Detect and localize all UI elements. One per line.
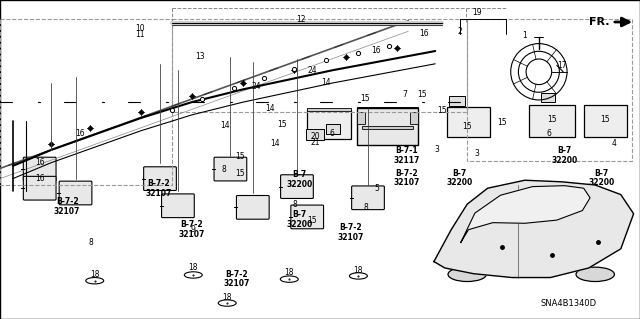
Text: 16: 16	[371, 46, 381, 55]
Text: B-7-2
32107: B-7-2 32107	[394, 169, 420, 187]
Text: 1: 1	[522, 31, 527, 40]
Bar	[357, 107, 418, 108]
Polygon shape	[434, 180, 634, 278]
Text: 16: 16	[35, 174, 45, 183]
Text: 12: 12	[296, 15, 305, 24]
Text: 15: 15	[436, 106, 447, 115]
Text: 16: 16	[419, 29, 429, 38]
FancyBboxPatch shape	[351, 186, 385, 210]
Text: 18: 18	[223, 293, 232, 302]
Text: 15: 15	[235, 152, 245, 161]
Text: 11: 11	[135, 30, 144, 39]
Text: 9: 9	[191, 225, 196, 234]
Bar	[447, 107, 490, 137]
Ellipse shape	[349, 273, 367, 279]
Text: 21: 21	[310, 138, 319, 147]
FancyBboxPatch shape	[59, 181, 92, 205]
Bar	[357, 112, 365, 124]
Text: B-7
32200: B-7 32200	[446, 169, 473, 187]
Text: 24: 24	[307, 66, 317, 75]
Text: 24: 24	[251, 82, 261, 91]
Bar	[584, 105, 627, 137]
Ellipse shape	[184, 272, 202, 278]
Bar	[449, 96, 465, 106]
Text: 16: 16	[35, 158, 45, 167]
Bar	[362, 126, 413, 129]
Text: 15: 15	[462, 122, 472, 130]
Bar	[529, 105, 575, 137]
Text: 5: 5	[374, 184, 379, 193]
Text: 10: 10	[134, 24, 145, 33]
FancyBboxPatch shape	[214, 157, 247, 181]
Text: B-7
32200: B-7 32200	[588, 169, 615, 187]
Text: 15: 15	[417, 90, 428, 99]
Text: 15: 15	[497, 118, 508, 127]
Polygon shape	[461, 186, 590, 242]
Text: 8: 8	[292, 200, 297, 209]
FancyBboxPatch shape	[280, 175, 314, 198]
Text: 14: 14	[265, 104, 275, 113]
Text: B-7-2
32107: B-7-2 32107	[223, 270, 250, 288]
Text: B-7
32200: B-7 32200	[551, 146, 578, 165]
Ellipse shape	[86, 278, 104, 284]
Text: 8: 8	[364, 203, 369, 212]
Bar	[307, 110, 351, 139]
Text: 7: 7	[402, 90, 407, 99]
Text: 8: 8	[88, 238, 93, 247]
Text: 18: 18	[285, 268, 294, 277]
Bar	[0, 19, 172, 185]
Text: B-7-2
32107: B-7-2 32107	[145, 179, 172, 197]
Bar	[326, 124, 340, 134]
Bar	[541, 93, 555, 102]
Text: 15: 15	[360, 94, 370, 103]
Text: 2: 2	[457, 27, 462, 36]
Text: B-7
32200: B-7 32200	[286, 210, 313, 229]
FancyBboxPatch shape	[161, 194, 195, 218]
Text: 14: 14	[270, 139, 280, 148]
Bar	[172, 19, 467, 112]
Bar	[357, 108, 418, 145]
Text: 6: 6	[547, 130, 552, 138]
Text: 3: 3	[434, 145, 439, 154]
Text: B-7-2
32107: B-7-2 32107	[179, 220, 205, 239]
Text: 18: 18	[354, 266, 363, 275]
Text: 19: 19	[472, 8, 483, 17]
Bar	[306, 129, 324, 140]
Text: 15: 15	[547, 115, 557, 124]
Text: 13: 13	[195, 52, 205, 61]
Text: 4: 4	[612, 139, 617, 148]
FancyBboxPatch shape	[23, 176, 56, 200]
Text: 17: 17	[557, 61, 567, 70]
Text: 15: 15	[600, 115, 610, 124]
FancyBboxPatch shape	[236, 196, 269, 219]
Text: B-7-2
32107: B-7-2 32107	[54, 197, 81, 216]
Text: B-7
32200: B-7 32200	[286, 170, 313, 189]
Text: 18: 18	[90, 271, 99, 279]
Ellipse shape	[448, 267, 486, 281]
Text: 14: 14	[220, 121, 230, 130]
Text: 14: 14	[321, 78, 332, 87]
Text: 18: 18	[189, 263, 198, 272]
Bar	[307, 108, 351, 111]
Text: 8: 8	[221, 165, 227, 174]
FancyBboxPatch shape	[291, 205, 324, 229]
Text: 3: 3	[474, 149, 479, 158]
Text: 20: 20	[310, 132, 320, 141]
Text: B-7-2
32107: B-7-2 32107	[337, 223, 364, 241]
Text: 15: 15	[307, 216, 317, 225]
Text: 16: 16	[75, 130, 85, 138]
FancyBboxPatch shape	[23, 157, 56, 181]
Bar	[467, 19, 632, 161]
Text: SNA4B1340D: SNA4B1340D	[540, 299, 596, 308]
Text: 15: 15	[276, 120, 287, 129]
Ellipse shape	[218, 300, 236, 306]
FancyBboxPatch shape	[143, 167, 177, 190]
Bar	[410, 112, 418, 124]
Text: B-7-1
32117: B-7-1 32117	[394, 146, 420, 165]
Ellipse shape	[280, 276, 298, 282]
Text: 15: 15	[235, 169, 245, 178]
Ellipse shape	[576, 267, 614, 281]
Text: 6: 6	[329, 130, 334, 138]
Text: FR.: FR.	[589, 17, 610, 27]
